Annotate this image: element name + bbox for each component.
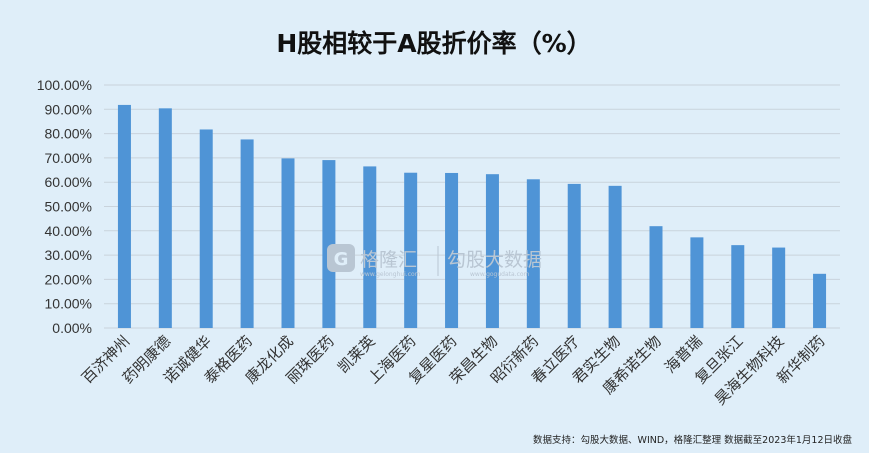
bar — [649, 226, 663, 328]
bar — [813, 273, 827, 328]
watermark-brand1: 格隆汇 — [360, 249, 417, 271]
watermark-brand2-url: www.gogudata.com — [470, 271, 530, 278]
bar — [404, 172, 418, 328]
watermark-brand1-url: www.gelonghui.com — [360, 271, 421, 278]
bar — [117, 104, 131, 329]
bar — [199, 129, 213, 328]
bar — [158, 108, 172, 328]
bar — [690, 237, 704, 328]
bar — [281, 158, 295, 328]
bar — [445, 172, 459, 328]
y-tick-label: 80.00% — [45, 126, 92, 142]
bars — [117, 104, 827, 329]
watermark: G 格隆汇 www.gelonghui.com 勾股大数据 www.goguda… — [327, 244, 542, 278]
y-tick-label: 0.00% — [52, 320, 92, 336]
chart-title: H股相较于A股折价率（%） — [276, 29, 591, 58]
watermark-logo-icon — [327, 244, 355, 272]
y-tick-label: 90.00% — [45, 101, 92, 117]
y-tick-label: 20.00% — [45, 271, 92, 287]
y-tick-label: 50.00% — [45, 199, 92, 215]
gridlines — [104, 84, 840, 329]
bar — [567, 183, 581, 328]
source-note: 数据支持：勾股大数据、WIND，格隆汇整理 数据截至2023年1月12日收盘 — [533, 434, 852, 446]
y-tick-label: 30.00% — [45, 247, 92, 263]
y-tick-label: 40.00% — [45, 223, 92, 239]
y-tick-label: 10.00% — [45, 296, 92, 312]
bar — [322, 160, 336, 328]
x-axis-labels: 百济神州药明康德诺诚健华泰格医药康龙化成丽珠医药凯莱英上海医药复星医药荣昌生物昭… — [78, 332, 828, 408]
bar — [363, 166, 377, 328]
bar — [526, 179, 540, 328]
y-axis-ticks: 0.00% 10.00% 20.00% 30.00% 40.00% 50.00% 60.00… — [37, 77, 92, 336]
bar — [240, 139, 254, 328]
bar — [731, 245, 745, 328]
bar — [772, 247, 786, 328]
watermark-logo-glyph: G — [334, 249, 349, 270]
watermark-brand2: 勾股大数据 — [447, 249, 542, 271]
y-tick-label: 100.00% — [37, 77, 92, 93]
y-tick-label: 70.00% — [45, 150, 92, 166]
bar — [608, 185, 622, 328]
y-tick-label: 60.00% — [45, 174, 92, 190]
bar — [485, 174, 499, 328]
